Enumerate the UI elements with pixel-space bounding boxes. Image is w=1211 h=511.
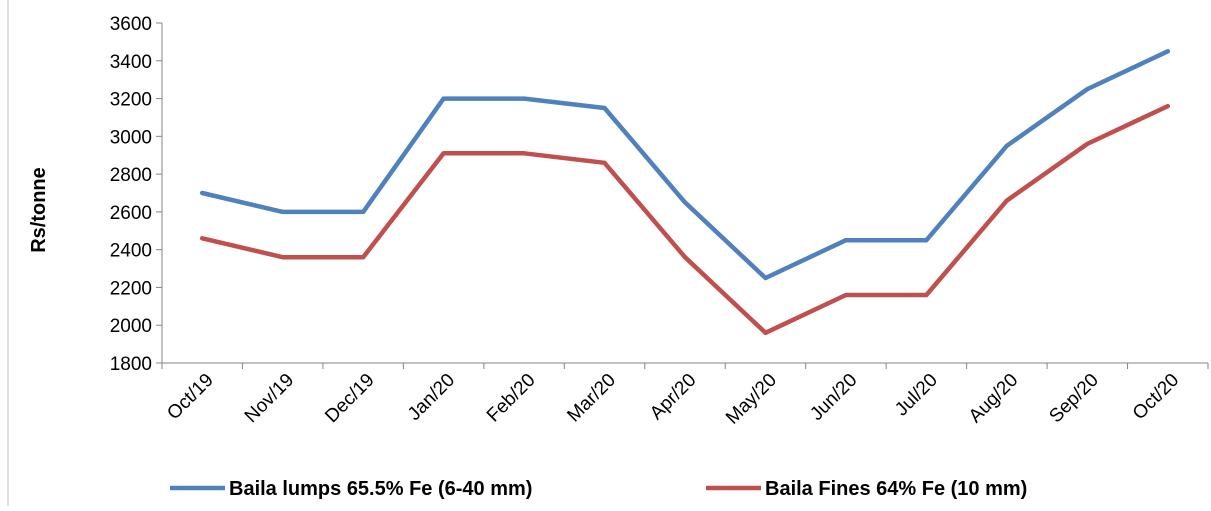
x-tick-label: Feb/20 — [483, 370, 540, 427]
y-tick-label: 2400 — [110, 241, 152, 262]
legend-label-1: Baila lumps 65.5% Fe (6-40 mm) — [229, 478, 532, 500]
y-tick-label: 2800 — [110, 165, 152, 186]
y-tick-label: 2600 — [110, 203, 152, 224]
x-tick-label: Oct/20 — [1129, 370, 1183, 424]
y-axis-label: Rs/tonne — [28, 167, 50, 253]
axes: 1800 2000 2200 2400 2600 2800 3000 3200 3400 3600… — [110, 14, 1208, 429]
series-line-2 — [202, 106, 1168, 333]
x-tick-label: Sep/20 — [1045, 370, 1102, 427]
x-tick-label: Jul/20 — [891, 370, 942, 421]
x-tick-label: Mar/20 — [563, 370, 620, 427]
y-tick-label: 3600 — [110, 14, 152, 35]
y-tick-label: 2200 — [110, 278, 152, 299]
series-line-1 — [202, 51, 1168, 278]
x-tick-label: Oct/19 — [163, 370, 217, 424]
x-tick-label: Jan/20 — [404, 370, 459, 425]
x-tick-label: Jun/20 — [806, 370, 861, 425]
x-tick-label: Aug/20 — [965, 370, 1022, 427]
legend: Baila lumps 65.5% Fe (6-40 mm) Baila Fine… — [170, 478, 1027, 500]
y-tick-label: 1800 — [110, 354, 152, 375]
x-tick-label: Dec/19 — [321, 370, 378, 427]
series-layer — [202, 51, 1168, 333]
x-tick-label: May/20 — [722, 370, 781, 429]
x-tick-label: Apr/20 — [646, 370, 700, 424]
y-tick-label: 2000 — [110, 316, 152, 337]
legend-label-2: Baila Fines 64% Fe (10 mm) — [765, 478, 1027, 500]
y-tick-label: 3400 — [110, 52, 152, 73]
y-tick-label: 3200 — [110, 90, 152, 111]
x-tick-label: Nov/19 — [241, 370, 298, 427]
y-tick-label: 3000 — [110, 127, 152, 148]
